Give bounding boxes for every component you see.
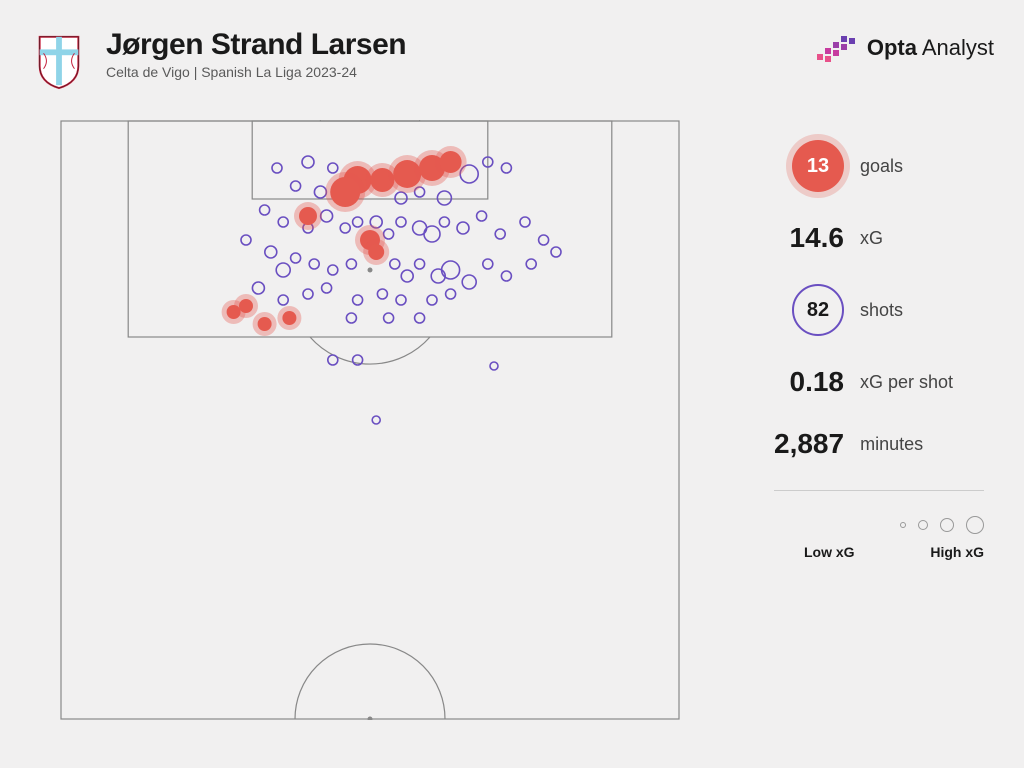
brand-light: Analyst	[917, 35, 994, 60]
pitch-svg	[60, 120, 680, 720]
minutes-value: 2,887	[774, 428, 844, 460]
shot-miss	[328, 355, 338, 365]
xg-label: xG	[860, 228, 883, 249]
shot-miss	[291, 253, 301, 263]
shot-miss	[457, 222, 469, 234]
shot-goal	[368, 244, 384, 260]
shot-goal	[282, 311, 296, 325]
shot-miss	[353, 295, 363, 305]
shot-goal	[239, 299, 253, 313]
brand-text: Opta Analyst	[867, 35, 994, 61]
shot-goal	[258, 317, 272, 331]
shot-miss	[427, 295, 437, 305]
shot-miss	[321, 210, 333, 222]
stat-xg: 14.6 xG	[774, 222, 984, 254]
shot-miss	[340, 223, 350, 233]
legend-dot	[940, 518, 954, 532]
shots-circle: 82	[792, 284, 844, 336]
xg-per-shot-label: xG per shot	[860, 372, 953, 393]
goals-circle: 13	[792, 140, 844, 192]
stat-minutes: 2,887 minutes	[774, 428, 984, 460]
shot-miss	[328, 163, 338, 173]
shot-miss	[265, 246, 277, 258]
shot-miss	[303, 289, 313, 299]
shot-miss	[477, 211, 487, 221]
subtitle: Celta de Vigo | Spanish La Liga 2023-24	[106, 64, 406, 80]
shot-miss	[377, 289, 387, 299]
shot-miss	[415, 259, 425, 269]
shot-miss	[260, 205, 270, 215]
legend-size-row	[774, 516, 984, 534]
shot-goal	[299, 207, 317, 225]
shot-miss	[291, 181, 301, 191]
shot-miss	[278, 217, 288, 227]
shot-miss	[353, 217, 363, 227]
player-name: Jørgen Strand Larsen	[106, 28, 406, 62]
shot-miss	[539, 235, 549, 245]
shot-miss	[424, 226, 440, 242]
shot-miss	[401, 270, 413, 282]
shot-miss	[372, 416, 380, 424]
shot-miss	[462, 275, 476, 289]
brand-icon	[817, 34, 859, 62]
xg-value: 14.6	[774, 222, 844, 254]
shot-goal	[330, 177, 360, 207]
shot-map	[60, 120, 680, 720]
header-left: Jørgen Strand Larsen Celta de Vigo | Spa…	[30, 28, 406, 90]
legend-dot	[966, 516, 984, 534]
xg-per-shot-value: 0.18	[774, 366, 844, 398]
shot-miss	[551, 247, 561, 257]
stat-xg-per-shot: 0.18 xG per shot	[774, 366, 984, 398]
shot-miss	[490, 362, 498, 370]
shot-miss	[309, 259, 319, 269]
shot-miss	[442, 261, 460, 279]
club-logo-icon	[30, 32, 88, 90]
shot-miss	[278, 295, 288, 305]
stat-goals: 13 goals	[774, 140, 984, 192]
shot-miss	[501, 163, 511, 173]
shot-miss	[439, 217, 449, 227]
shot-miss	[384, 229, 394, 239]
shot-miss	[526, 259, 536, 269]
shot-miss	[396, 217, 406, 227]
shot-miss	[252, 282, 264, 294]
shot-miss	[520, 217, 530, 227]
shot-miss	[501, 271, 511, 281]
legend-high: High xG	[930, 544, 984, 560]
shot-miss	[384, 313, 394, 323]
stat-shots: 82 shots	[774, 284, 984, 336]
brand-logo: Opta Analyst	[817, 34, 994, 62]
legend-dot	[900, 522, 906, 528]
shot-miss	[415, 313, 425, 323]
shot-miss	[346, 313, 356, 323]
legend-labels: Low xG High xG	[774, 544, 984, 560]
shots-label: shots	[860, 300, 903, 321]
shot-miss	[390, 259, 400, 269]
shot-miss	[346, 259, 356, 269]
shot-miss	[302, 156, 314, 168]
shot-miss	[272, 163, 282, 173]
shot-goal	[440, 151, 462, 173]
stats-sidebar: 13 goals 14.6 xG 82 shots 0.18 xG per sh…	[774, 140, 984, 560]
shot-miss	[437, 191, 451, 205]
shot-miss	[241, 235, 251, 245]
minutes-label: minutes	[860, 434, 923, 455]
shot-miss	[446, 289, 456, 299]
shot-miss	[328, 265, 338, 275]
goals-label: goals	[860, 156, 903, 177]
sidebar-divider	[774, 490, 984, 491]
shot-miss	[396, 295, 406, 305]
header: Jørgen Strand Larsen Celta de Vigo | Spa…	[30, 28, 994, 90]
shot-miss	[276, 263, 290, 277]
shot-miss	[322, 283, 332, 293]
brand-bold: Opta	[867, 35, 917, 60]
shot-miss	[395, 192, 407, 204]
shot-miss	[483, 259, 493, 269]
title-block: Jørgen Strand Larsen Celta de Vigo | Spa…	[106, 28, 406, 80]
legend-low: Low xG	[804, 544, 855, 560]
legend-dot	[918, 520, 928, 530]
shot-miss	[314, 186, 326, 198]
shot-miss	[495, 229, 505, 239]
